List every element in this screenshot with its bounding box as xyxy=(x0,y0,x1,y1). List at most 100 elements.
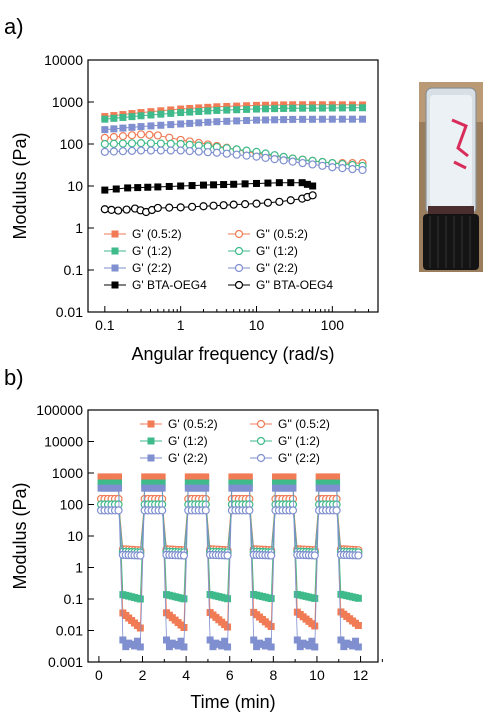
panel-a-data-point xyxy=(153,203,162,213)
panel-b-data-point xyxy=(293,636,301,644)
panel-a-data-point xyxy=(107,205,116,214)
panel-a-data-point xyxy=(253,179,261,187)
panel-a-data-point xyxy=(199,202,208,211)
panel-b-data-point xyxy=(289,479,297,487)
panel-a-data-point xyxy=(288,157,297,166)
panel-b-data-point xyxy=(202,484,210,492)
panel-b-data-point xyxy=(332,506,341,515)
panel-a-data-point xyxy=(101,186,109,194)
panel-a-data-point xyxy=(223,117,231,125)
panel-a-data-point xyxy=(242,151,251,160)
panel-a-data-point xyxy=(359,115,367,123)
panel-b-data-point xyxy=(180,643,188,651)
panel-a-data-point xyxy=(118,147,128,156)
panel-a-data-point xyxy=(213,106,221,114)
panel-a-data-point xyxy=(318,104,326,112)
panel-b-y-tick-label: 1 xyxy=(75,560,83,576)
panel-a-data-point xyxy=(359,104,367,112)
panel-a-data-point xyxy=(328,104,336,112)
panel-b-data-point xyxy=(158,506,167,515)
panel-a-data-point xyxy=(289,104,297,112)
panel-b-data-point xyxy=(136,624,144,632)
panel-b-data-point xyxy=(245,484,253,492)
panel-b-data-point xyxy=(310,551,319,560)
panel-b-y-tick-label: 0.001 xyxy=(48,654,83,670)
panel-a-data-point xyxy=(145,130,154,139)
panel-a-data-point xyxy=(186,119,194,127)
panel-a-data-point xyxy=(203,148,212,157)
panel-a-data-point xyxy=(194,147,203,156)
panel-b-data-point xyxy=(209,643,217,651)
panel-a-data-point xyxy=(204,103,212,111)
panel-a-data-point xyxy=(187,202,197,211)
panel-a-data-point xyxy=(136,146,146,155)
panel-a-data-point xyxy=(127,146,137,155)
panel-b-data-point xyxy=(136,643,144,651)
panel-a-marks xyxy=(100,101,367,217)
panel-label-a: a) xyxy=(4,14,24,39)
panel-b-x-tick-label: 12 xyxy=(353,667,369,683)
panel-b-data-point xyxy=(264,637,272,645)
panel-b-legend: G' (0.5:2) G'' (0.5:2) G' (1:2) G'' (1:2) G'… xyxy=(140,417,330,465)
panel-b-data-point xyxy=(162,636,170,644)
panel-a-data-point xyxy=(263,198,273,207)
panel-a-data-point xyxy=(195,104,203,112)
panel-a-legend-marker xyxy=(111,264,119,272)
panel-a-data-point xyxy=(243,102,251,110)
panel-b-x-tick-label: 6 xyxy=(226,667,234,683)
panel-a-data-point xyxy=(253,116,261,124)
panel-a-data-point xyxy=(119,113,127,121)
panel-a-data-point xyxy=(146,139,156,148)
panel-a-data-point xyxy=(348,115,356,123)
panel-b-data-point xyxy=(136,595,144,603)
panel-a-data-point xyxy=(136,139,146,148)
panel-a-data-point xyxy=(287,179,295,187)
panel-a-data-point xyxy=(124,184,132,192)
panel-b-data-point xyxy=(245,473,253,481)
panel-a-data-point xyxy=(230,180,238,188)
panel-a-data-point xyxy=(271,101,279,109)
panel-b-data-point xyxy=(261,642,269,650)
panel-a-data-point xyxy=(233,117,241,125)
panel-a-data-point xyxy=(165,203,174,212)
panel-b-data-point xyxy=(267,595,275,603)
panel-a-data-point xyxy=(262,101,270,109)
panel-a-y-tick-label: 10000 xyxy=(44,52,83,68)
panel-a-data-point xyxy=(253,105,261,113)
panel-a-data-point xyxy=(303,180,311,188)
panel-a-data-point xyxy=(114,206,123,215)
panel-b-legend-marker xyxy=(147,437,155,445)
panel-a-data-point xyxy=(210,181,218,189)
panel-b-y-tick-label: 10 xyxy=(67,528,83,544)
panel-b-data-point xyxy=(333,479,341,487)
panel-b-data-point xyxy=(349,642,357,650)
panel-a-data-point xyxy=(100,147,109,156)
panel-a-data-point xyxy=(280,116,288,124)
panel-a-data-point xyxy=(109,132,118,142)
panel-a-y-tick-label: 0.1 xyxy=(64,262,84,278)
panel-b-data-point xyxy=(115,473,123,481)
panel-a-data-point xyxy=(271,116,279,124)
panel-a-x-tick-label: 1 xyxy=(177,317,185,333)
panel-b-data-point xyxy=(218,642,226,650)
panel-a-data-point xyxy=(195,108,203,116)
panel-a-data-point xyxy=(101,115,109,123)
panel-a-data-point xyxy=(232,150,241,159)
panel-a-data-point xyxy=(153,131,162,140)
panel-label-b: b) xyxy=(4,365,24,390)
panel-a-y-axis-title: Modulus (Pa) xyxy=(10,132,30,239)
panel-a-data-point xyxy=(262,116,270,124)
panel-b-data-point xyxy=(305,642,313,650)
panel-b-y-tick-label: 100000 xyxy=(36,402,83,418)
panel-a-data-point xyxy=(204,107,212,115)
panel-a-data-point xyxy=(223,106,231,114)
panel-b-y-tick-label: 1000 xyxy=(52,465,83,481)
panel-a-data-point xyxy=(176,203,185,212)
panel-a-data-point xyxy=(212,148,221,157)
panel-a-data-point xyxy=(328,163,337,172)
panel-a-data-point xyxy=(298,179,306,187)
panel-b-data-point xyxy=(337,636,345,644)
panel-a-data-point xyxy=(299,104,307,112)
panel-a-series-line xyxy=(104,118,363,131)
panel-a-data-point xyxy=(166,139,175,148)
